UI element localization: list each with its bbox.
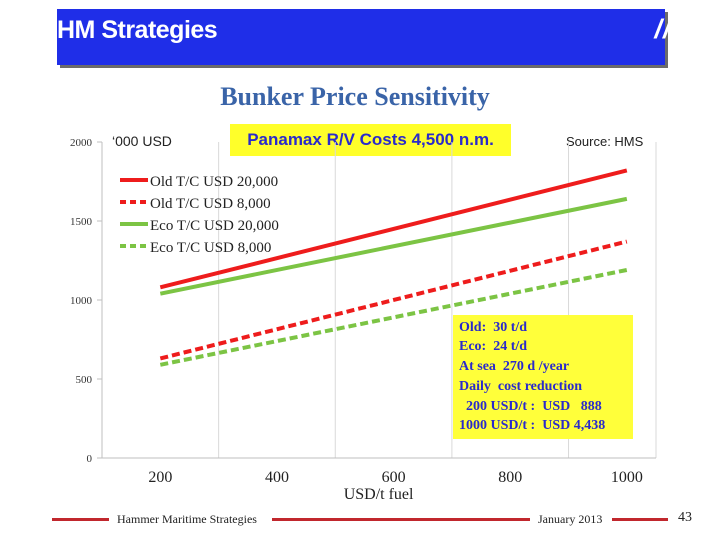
unit-label: ‘000 USD — [112, 133, 172, 149]
page-number: 43 — [678, 510, 692, 525]
footer-rule-left — [52, 518, 109, 521]
legend-label-4: Eco T/C USD 8,000 — [150, 240, 271, 256]
y-tick-label: 2000 — [70, 137, 93, 149]
annotation-line-6: 1000 USD/t : USD 4,438 — [459, 418, 606, 433]
y-tick-label: 1500 — [70, 216, 93, 228]
annotation-line-2: Eco: 24 t/d — [459, 339, 528, 354]
x-tick-label: 400 — [265, 469, 289, 486]
x-tick-label: 200 — [148, 469, 172, 486]
annotation-line-5: 200 USD/t : USD 888 — [459, 399, 602, 414]
footer-rule-right — [612, 518, 668, 521]
source-prefix: Source: — [566, 134, 615, 149]
y-tick-label: 500 — [76, 374, 93, 386]
x-tick-label: 800 — [498, 469, 522, 486]
series-line-4 — [159, 268, 628, 367]
annotation-line-4: Daily cost reduction — [459, 379, 583, 394]
x-tick-label: 600 — [382, 469, 406, 486]
header-mark: /// — [654, 14, 680, 44]
y-tick-label: 0 — [87, 453, 93, 465]
legend-label-3: Eco T/C USD 20,000 — [150, 218, 279, 234]
source-value: HMS — [614, 134, 644, 149]
legend-label-2: Old T/C USD 8,000 — [150, 196, 271, 212]
x-axis-label: USD/t fuel — [344, 486, 414, 503]
footer-rule-middle — [272, 518, 530, 521]
legend-label-1: Old T/C USD 20,000 — [150, 174, 278, 190]
header-title: HM Strategies — [57, 16, 218, 44]
y-tick-label: 1000 — [70, 295, 93, 307]
series-line-2 — [159, 239, 628, 361]
footer-company: Hammer Maritime Strategies — [117, 512, 257, 526]
x-tick-label: 1000 — [611, 469, 643, 486]
footer-date: January 2013 — [538, 512, 603, 526]
annotation-box — [453, 315, 633, 439]
series-line-1 — [159, 168, 628, 290]
chart-title: Bunker Price Sensitivity — [220, 82, 490, 111]
chart-subtitle: Panamax R/V Costs 4,500 n.m. — [230, 124, 511, 156]
series-line-3 — [159, 196, 628, 296]
annotation-line-3: At sea 270 d /year — [459, 359, 570, 374]
annotation-line-1: Old: 30 t/d — [459, 320, 528, 335]
header-bar — [57, 9, 665, 65]
source-note: Source: HMS — [566, 134, 643, 149]
